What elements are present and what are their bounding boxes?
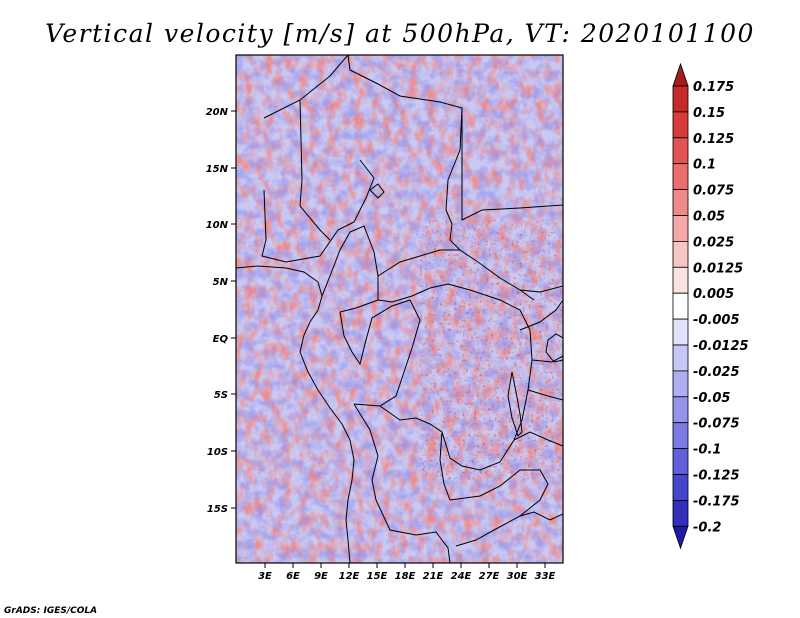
colorbar-label: -0.125 — [693, 469, 740, 484]
lat-label: 15N — [206, 164, 229, 175]
colorbar-box — [672, 474, 689, 501]
lat-label: EQ — [213, 334, 229, 345]
colorbar-label: -0.025 — [693, 365, 740, 380]
colorbar-box — [672, 215, 689, 242]
lon-label: 30E — [507, 571, 528, 582]
colorbar-label: -0.2 — [693, 520, 721, 535]
colorbar-box — [672, 344, 689, 372]
chart-title: Vertical velocity [m/s] at 500hPa, VT: 2… — [45, 19, 755, 48]
lat-label: 20N — [206, 107, 229, 118]
map-panel — [236, 55, 563, 563]
colorbar-box — [672, 137, 689, 165]
colorbar-label: -0.175 — [693, 494, 740, 509]
colorbar-label: -0.075 — [693, 417, 740, 432]
lake-chad — [369, 183, 385, 199]
lat-label: 5N — [213, 277, 229, 288]
lon-label: 3E — [258, 571, 272, 582]
colorbar-label: 0.0125 — [693, 261, 743, 276]
lat-label: 5S — [214, 390, 228, 401]
colorbar-label: 0.175 — [693, 80, 734, 95]
colorbar-label: 0.125 — [693, 132, 734, 147]
colorbar-box — [672, 448, 689, 475]
colorbar-label: 0.15 — [693, 106, 725, 121]
colorbar-box — [672, 111, 689, 139]
colorbar-box — [672, 396, 689, 424]
lon-label: 6E — [286, 571, 300, 582]
border-drc — [353, 289, 533, 471]
colorbar-label: -0.1 — [693, 443, 721, 458]
border-nigeria — [261, 159, 375, 263]
lat-label: 10S — [207, 447, 228, 458]
colorbar-label: -0.0125 — [693, 339, 749, 354]
lon-label: 21E — [423, 571, 444, 582]
border-congo — [339, 299, 411, 366]
border-chad-sudan — [445, 107, 463, 251]
colorbar-box — [672, 318, 689, 346]
grads-credit: GrADS: IGES/COLA — [4, 606, 97, 616]
colorbar-box — [672, 163, 689, 190]
colorbar-top-arrow — [672, 62, 689, 87]
colorbar-label: 0.005 — [693, 287, 734, 302]
lon-axis: 3E 6E 9E 12E 15E 18E 21E 24E 27E 30E 33E — [258, 563, 556, 582]
lat-label: 15S — [207, 504, 228, 515]
colorbar-label: 0.025 — [693, 235, 734, 250]
map-frame — [235, 54, 564, 564]
lake-victoria — [545, 333, 563, 363]
coastline — [236, 265, 355, 563]
colorbar-bottom-arrow — [672, 525, 689, 550]
lon-label: 15E — [367, 571, 388, 582]
lon-label: 33E — [535, 571, 556, 582]
country-borders — [236, 55, 563, 563]
colorbar-box — [672, 370, 689, 398]
border-east — [513, 299, 563, 521]
colorbar-box — [672, 189, 689, 216]
border-niger-chad — [263, 55, 349, 241]
colorbar-box — [672, 422, 689, 450]
colorbar-box — [672, 266, 689, 294]
lon-label: 9E — [314, 571, 328, 582]
colorbar-box — [672, 292, 689, 320]
colorbar-box — [672, 85, 689, 113]
lat-axis: 20N 15N 10N 5N EQ 5S 10S 15S — [206, 107, 236, 515]
lon-label: 18E — [395, 571, 416, 582]
border-cameroon — [321, 225, 379, 313]
border-zambia — [449, 469, 549, 547]
colorbar-label: 0.1 — [693, 158, 716, 173]
lat-label: 10N — [206, 220, 229, 231]
lake-tanganyika — [507, 371, 523, 437]
colorbar-label: 0.05 — [693, 210, 725, 225]
colorbar-label: 0.075 — [693, 184, 734, 199]
colorbar-label: -0.05 — [693, 391, 730, 406]
border-sudan-south — [461, 204, 563, 293]
colorbar: 0.175 0.15 0.125 0.1 0.075 0.05 0.025 0.0125 0.0… — [672, 62, 749, 550]
border-angola — [353, 403, 451, 563]
lon-label: 24E — [451, 571, 472, 582]
lon-label: 12E — [339, 571, 360, 582]
border-car — [377, 249, 535, 303]
colorbar-label: -0.005 — [693, 313, 740, 328]
lon-label: 27E — [479, 571, 500, 582]
colorbar-box — [672, 240, 689, 268]
colorbar-box — [672, 499, 689, 527]
